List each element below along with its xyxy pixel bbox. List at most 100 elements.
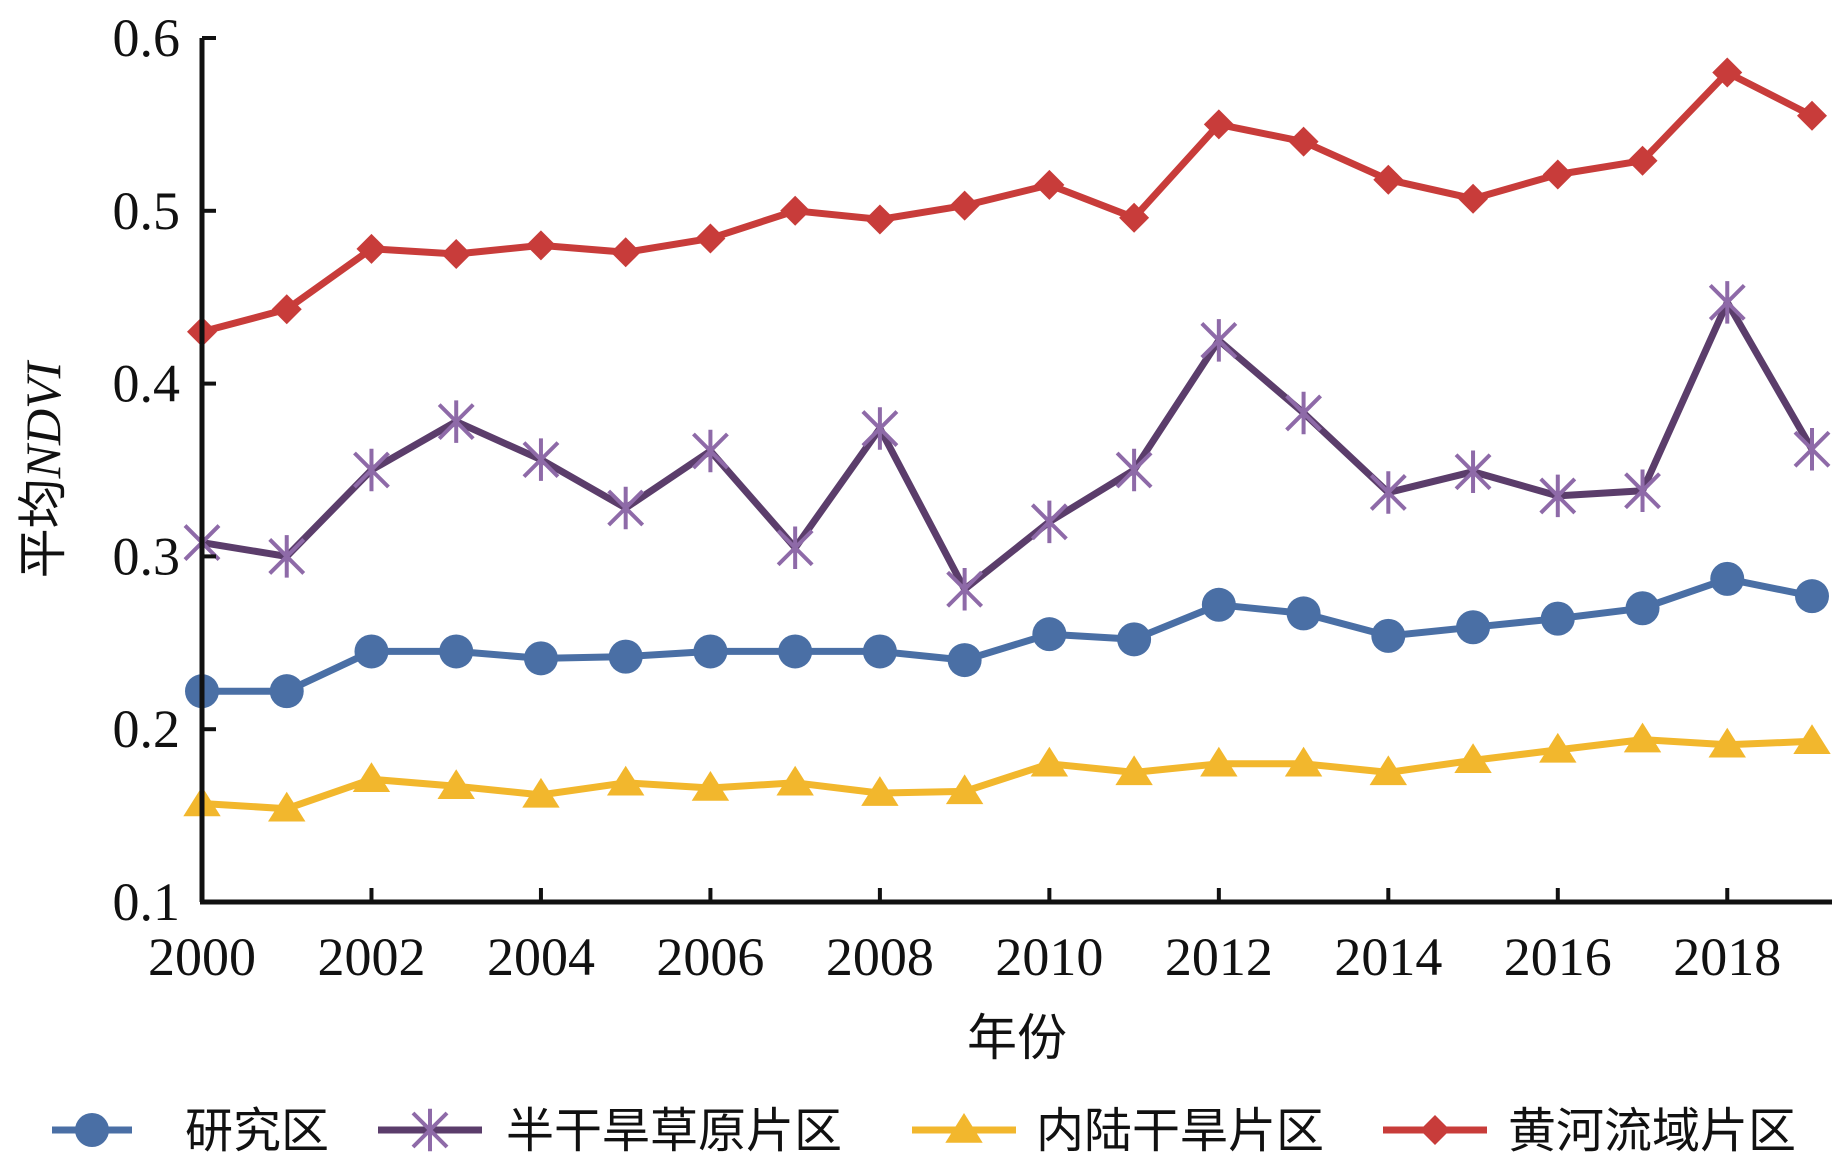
data-point: [522, 438, 560, 481]
y-tick-label: 0.3: [113, 526, 181, 586]
legend-item: 半干旱草原片区: [378, 1103, 842, 1159]
data-point: [1284, 746, 1323, 777]
data-point: [1200, 319, 1238, 362]
legend-label: 内陆干旱片区: [1036, 1103, 1324, 1159]
data-point: [947, 643, 982, 678]
data-point: [271, 294, 302, 325]
data-point: [269, 674, 304, 709]
data-point: [525, 230, 556, 261]
series-line: [201, 69, 1814, 336]
legend-marker: [411, 1108, 449, 1152]
legend-marker: [945, 1113, 983, 1143]
data-point: [1369, 471, 1407, 514]
data-point: [610, 237, 641, 268]
data-point: [1369, 755, 1408, 786]
plot-series-layer: [183, 57, 1831, 822]
data-point: [1288, 126, 1319, 157]
legend-item: 黄河流域片区: [1383, 1103, 1796, 1159]
legend-marker: [1420, 1115, 1450, 1145]
series-line: [202, 575, 1813, 695]
data-point: [778, 634, 813, 669]
legend-label: 研究区: [185, 1103, 329, 1159]
data-point: [1200, 746, 1238, 777]
y-tick-label: 0.6: [113, 8, 181, 68]
data-point: [354, 634, 389, 669]
data-point: [693, 634, 728, 669]
data-point: [1539, 474, 1577, 518]
series-line: [201, 298, 1816, 593]
data-point: [441, 239, 472, 269]
data-point: [437, 769, 475, 799]
data-point: [945, 774, 984, 805]
x-tick-label: 2016: [1504, 927, 1612, 987]
data-point: [1458, 183, 1489, 214]
data-point: [1793, 428, 1831, 471]
data-point: [776, 526, 814, 570]
y-axis-title: 平均NDVI: [14, 359, 72, 578]
data-point: [1030, 500, 1068, 544]
y-tick-label: 0.2: [113, 699, 181, 759]
x-tick-label: 2002: [317, 927, 425, 987]
data-point: [353, 448, 390, 492]
data-point: [268, 791, 306, 822]
data-point: [691, 770, 730, 801]
data-point: [1030, 746, 1069, 777]
y-axis-title-prefix: 平均: [14, 478, 72, 578]
data-point: [695, 223, 726, 254]
legend-label: 黄河流域片区: [1508, 1103, 1796, 1159]
x-tick-label: 2000: [148, 927, 256, 987]
x-tick-label: 2012: [1165, 927, 1273, 987]
data-point: [1708, 727, 1746, 758]
data-point: [437, 400, 475, 443]
legend-item: 内陆干旱片区: [912, 1103, 1324, 1159]
y-tick-label: 0.4: [113, 354, 181, 414]
data-point: [1542, 159, 1573, 190]
x-axis-title: 年份: [967, 1009, 1067, 1067]
x-axis-ticks: 2000 2002 2004 2006 2008 2010 2012 2014 2016 2018: [148, 888, 1781, 987]
data-point: [861, 407, 899, 450]
data-point: [1201, 587, 1236, 622]
y-axis-ticks: 0.1 0.2 0.3 0.4 0.5 0.6: [113, 8, 216, 932]
y-tick-label: 0.5: [113, 181, 181, 241]
data-point: [606, 765, 645, 796]
x-tick-label: 2006: [656, 927, 764, 987]
data-point: [523, 641, 558, 676]
data-point: [1034, 169, 1065, 200]
data-point: [1712, 57, 1743, 88]
x-tick-label: 2010: [995, 927, 1103, 987]
data-point: [780, 195, 811, 226]
data-point: [946, 567, 984, 611]
data-point: [862, 634, 897, 669]
data-point: [1793, 724, 1831, 755]
data-point: [776, 765, 814, 796]
data-point: [1624, 469, 1661, 512]
data-point: [1119, 202, 1150, 233]
legend-item: 研究区: [52, 1103, 329, 1159]
series-2: [183, 281, 1831, 611]
data-point: [352, 762, 391, 793]
data-point: [949, 190, 980, 221]
data-point: [268, 535, 306, 578]
data-point: [1627, 145, 1658, 176]
data-point: [607, 486, 645, 530]
series-3: [183, 722, 1831, 822]
data-point: [1373, 164, 1404, 195]
data-point: [864, 204, 895, 235]
data-point: [1285, 391, 1322, 435]
data-point: [692, 429, 729, 473]
data-point: [1795, 579, 1829, 614]
data-point: [1454, 450, 1492, 493]
data-point: [861, 776, 899, 806]
data-point: [1540, 601, 1575, 636]
data-point: [1115, 755, 1153, 786]
series-4: [187, 57, 1827, 347]
data-point: [1032, 617, 1067, 652]
x-tick-label: 2008: [826, 927, 934, 987]
legend-marker: [75, 1113, 109, 1147]
data-point: [1623, 722, 1662, 753]
data-point: [1454, 743, 1492, 774]
x-tick-label: 2014: [1334, 927, 1442, 987]
data-point: [439, 634, 474, 669]
data-point: [1286, 596, 1321, 631]
data-point: [1115, 448, 1153, 492]
